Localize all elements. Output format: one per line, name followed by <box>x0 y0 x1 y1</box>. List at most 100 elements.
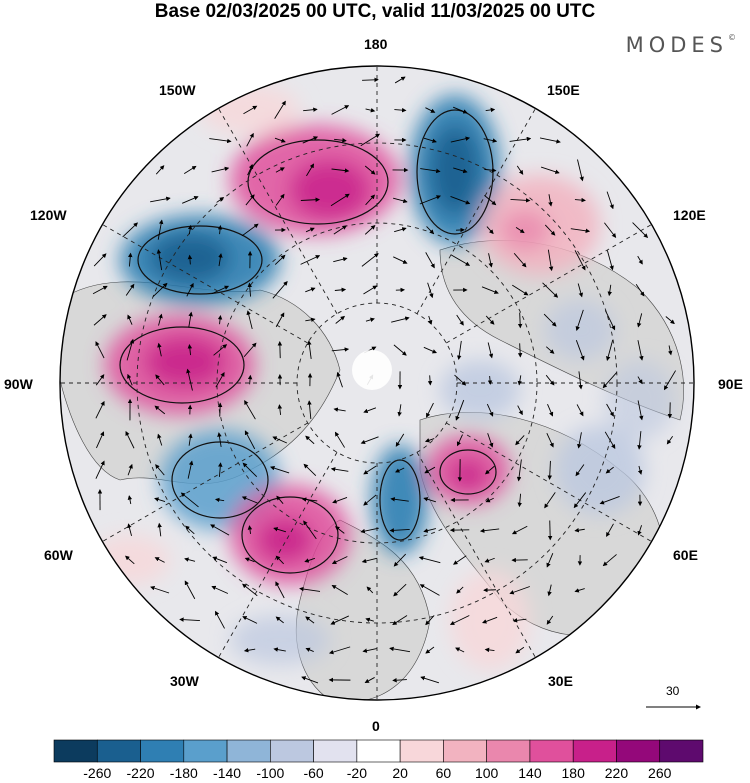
wind-arrow <box>185 525 195 535</box>
wind-arrow <box>331 168 350 173</box>
wind-vectors <box>92 76 676 684</box>
colorbar-swatch <box>616 739 661 763</box>
wind-arrow <box>487 375 493 385</box>
wind-arrow <box>547 404 554 417</box>
wind-arrow <box>157 342 162 357</box>
wind-arrow <box>360 436 379 445</box>
wind-arrow <box>301 497 318 502</box>
wind-arrow <box>427 282 434 299</box>
wind-arrow <box>547 584 552 597</box>
wind-arrow <box>366 586 374 594</box>
wind-arrow <box>362 648 377 653</box>
wind-arrow <box>424 438 435 443</box>
wind-arrow <box>606 403 614 417</box>
wind-arrow <box>274 254 286 265</box>
wind-arrow <box>509 586 530 595</box>
wind-arrow <box>665 316 675 325</box>
wind-arrow <box>184 580 196 600</box>
wind-arrow <box>242 616 258 624</box>
wind-arrow <box>543 313 557 327</box>
wind-arrow <box>512 618 527 623</box>
colorbar-swatch <box>140 739 185 763</box>
wind-arrow <box>364 165 376 175</box>
colorbar-swatch <box>356 739 401 763</box>
wind-arrow <box>393 553 407 567</box>
wind-arrow <box>395 467 405 473</box>
wind-arrow <box>419 195 442 205</box>
wind-arrow <box>632 222 649 239</box>
wind-arrow <box>125 283 135 296</box>
wind-arrow <box>333 225 347 235</box>
wind-arrow <box>305 227 315 233</box>
wind-arrow <box>303 463 317 476</box>
wind-arrow <box>365 194 376 206</box>
wind-arrow <box>92 285 108 295</box>
colorbar-tick: 60 <box>435 765 452 781</box>
wind-arrow <box>217 224 223 235</box>
wind-arrow <box>449 615 470 625</box>
wind-arrow <box>95 460 105 479</box>
wind-arrow <box>179 617 200 622</box>
wind-arrow <box>513 252 527 268</box>
wind-arrow <box>637 431 642 450</box>
wind-arrow <box>157 522 162 537</box>
wind-arrow <box>363 465 377 475</box>
wind-arrow <box>397 404 402 417</box>
wind-arrow <box>187 224 193 235</box>
reference-vector: 30 <box>640 682 710 722</box>
wind-arrow <box>304 557 316 563</box>
longitude-label-150w: 150W <box>159 82 196 98</box>
wind-arrow <box>576 404 584 417</box>
wind-arrow <box>455 647 465 653</box>
wind-arrow <box>604 431 616 449</box>
wind-arrow <box>274 100 286 119</box>
wind-arrow <box>363 285 378 295</box>
wind-arrow <box>127 373 133 386</box>
wind-arrow <box>95 341 105 359</box>
wind-arrow <box>599 496 620 505</box>
longitude-label-90w: 90W <box>4 376 33 392</box>
colorbar-swatch <box>572 739 617 763</box>
wind-arrow <box>637 525 642 536</box>
colorbar-tick: 140 <box>518 765 542 781</box>
wind-arrow <box>127 523 132 536</box>
wind-arrow <box>453 167 468 174</box>
wind-arrow <box>540 166 560 174</box>
colorbar-swatch <box>53 739 98 763</box>
wind-arrow <box>545 374 555 386</box>
wind-arrow <box>276 495 284 504</box>
wind-arrow <box>125 555 135 565</box>
wind-arrow <box>456 314 464 326</box>
wind-arrow <box>275 555 284 565</box>
wind-arrow <box>428 315 433 325</box>
longitude-label-60w: 60W <box>44 547 73 563</box>
wind-arrow <box>486 226 494 235</box>
wind-arrow <box>299 586 321 592</box>
wind-arrow <box>539 137 561 144</box>
brand-name: MODES <box>625 33 728 57</box>
wind-arrow <box>154 557 165 563</box>
wind-arrow <box>360 133 381 147</box>
wind-arrow <box>485 465 495 475</box>
wind-arrow <box>157 219 164 240</box>
wind-arrow <box>418 556 441 564</box>
wind-arrow <box>307 340 312 359</box>
wind-arrow <box>637 400 644 421</box>
wind-arrow <box>213 344 228 356</box>
wind-arrow <box>485 315 495 325</box>
wind-arrow <box>423 528 436 533</box>
wind-arrow <box>483 138 498 143</box>
colorbar-tick: -260 <box>83 765 112 781</box>
wind-arrow <box>450 254 471 266</box>
wind-arrow <box>154 405 166 415</box>
wind-arrow <box>391 316 410 323</box>
wind-arrow <box>363 494 377 506</box>
wind-arrow <box>575 340 585 361</box>
wind-arrow <box>393 583 407 597</box>
wind-arrow <box>331 105 350 115</box>
wind-arrow <box>425 252 435 269</box>
colorbar-tick: -20 <box>346 765 367 781</box>
wind-arrow <box>155 464 165 476</box>
wind-arrow <box>456 340 462 360</box>
wind-arrow <box>394 76 406 84</box>
